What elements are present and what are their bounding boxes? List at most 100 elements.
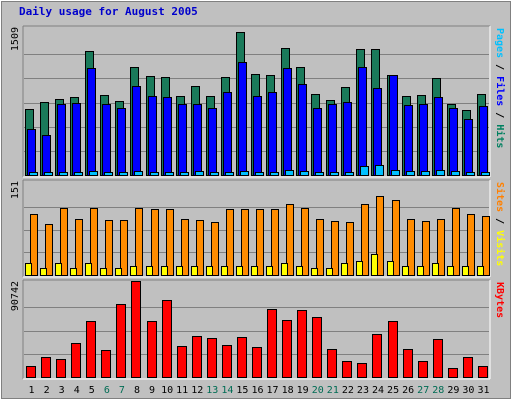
day-label-8: 8 <box>134 385 140 396</box>
bar-kbytes-day-10 <box>162 300 172 378</box>
side-label-kbytes: KBytes <box>494 282 505 318</box>
day-label-16: 16 <box>251 385 263 396</box>
day-label-5: 5 <box>89 385 95 396</box>
bar-files-day-27 <box>419 104 428 176</box>
bar-pages-day-3 <box>59 172 68 176</box>
bar-files-day-25 <box>389 75 398 176</box>
bar-files-day-15 <box>238 62 247 176</box>
bar-files-day-26 <box>404 105 413 176</box>
side-label-part: Sites <box>494 182 506 212</box>
bar-pages-day-13 <box>210 172 219 176</box>
bar-kbytes-day-27 <box>418 361 428 378</box>
bar-visits-day-31 <box>482 216 490 276</box>
bar-pages-day-16 <box>255 172 264 176</box>
side-label-part: / <box>494 58 505 76</box>
bar-kbytes-day-11 <box>177 346 187 378</box>
side-label-visits: Sites / Visits <box>494 182 506 266</box>
bar-sites-day-4 <box>70 268 77 276</box>
side-label-part: / <box>494 212 505 230</box>
bar-kbytes-day-13 <box>207 338 217 378</box>
bar-visits-day-4 <box>75 219 83 276</box>
side-label-part: Files <box>494 76 506 106</box>
bar-pages-day-15 <box>240 171 249 176</box>
bar-files-day-21 <box>328 104 337 176</box>
bar-files-day-30 <box>464 119 473 176</box>
bar-files-day-13 <box>208 108 217 176</box>
bar-visits-day-3 <box>60 208 68 276</box>
bar-sites-day-16 <box>251 266 258 276</box>
side-label-part: / <box>494 106 505 124</box>
bar-visits-day-9 <box>151 209 159 276</box>
bar-sites-day-22 <box>341 263 348 276</box>
chart-title: Daily usage for August 2005 <box>19 5 198 18</box>
bar-visits-day-11 <box>181 219 189 276</box>
bar-pages-day-29 <box>451 171 460 176</box>
day-label-17: 17 <box>267 385 279 396</box>
bar-kbytes-day-15 <box>237 337 247 378</box>
bar-kbytes-day-23 <box>357 363 367 378</box>
bar-sites-day-1 <box>25 263 32 276</box>
bar-sites-day-14 <box>221 266 228 276</box>
bar-visits-day-18 <box>286 204 294 276</box>
bar-visits-day-7 <box>120 220 128 276</box>
bar-sites-day-24 <box>371 254 378 276</box>
bar-kbytes-day-16 <box>252 347 262 378</box>
bar-pages-day-9 <box>150 172 159 176</box>
bar-sites-day-25 <box>387 261 394 276</box>
bar-kbytes-day-26 <box>403 349 413 378</box>
bar-sites-day-5 <box>85 263 92 276</box>
bar-sites-day-18 <box>281 263 288 276</box>
bar-pages-day-14 <box>225 172 234 176</box>
bar-pages-day-30 <box>466 172 475 176</box>
panel-visits: 151 Sites / Visits <box>10 179 506 278</box>
day-label-22: 22 <box>342 385 354 396</box>
bar-kbytes-day-31 <box>478 366 488 378</box>
bar-sites-day-10 <box>161 266 168 276</box>
day-label-11: 11 <box>176 385 188 396</box>
bar-files-day-22 <box>343 102 352 176</box>
bar-kbytes-day-25 <box>388 321 398 378</box>
bar-pages-day-24 <box>375 165 384 176</box>
day-label-12: 12 <box>191 385 203 396</box>
bar-files-day-20 <box>313 108 322 176</box>
day-label-31: 31 <box>477 385 489 396</box>
series-pages <box>29 165 490 176</box>
bar-kbytes-day-21 <box>327 349 337 378</box>
bar-kbytes-day-7 <box>116 304 126 378</box>
bar-sites-day-7 <box>115 268 122 276</box>
day-label-1: 1 <box>29 385 35 396</box>
bar-pages-day-20 <box>315 172 324 176</box>
bar-pages-day-25 <box>391 170 400 176</box>
bar-kbytes-day-29 <box>448 368 458 378</box>
side-label-part: Visits <box>494 230 506 266</box>
bar-kbytes-day-30 <box>463 357 473 378</box>
series-kbytes <box>26 281 488 378</box>
day-label-25: 25 <box>387 385 399 396</box>
bar-visits-day-6 <box>105 220 113 276</box>
day-label-29: 29 <box>447 385 459 396</box>
bar-files-day-28 <box>434 97 443 176</box>
bar-visits-day-29 <box>452 208 460 276</box>
bar-pages-day-8 <box>134 171 143 176</box>
bar-pages-day-28 <box>436 170 445 176</box>
bar-kbytes-day-24 <box>372 334 382 378</box>
bar-files-day-14 <box>223 92 232 176</box>
bar-pages-day-22 <box>345 172 354 176</box>
day-label-13: 13 <box>206 385 218 396</box>
bar-kbytes-day-6 <box>101 350 111 378</box>
bar-files-day-4 <box>72 103 81 176</box>
day-label-6: 6 <box>104 385 110 396</box>
bar-files-day-3 <box>57 104 66 176</box>
side-label-part: KBytes <box>494 282 505 318</box>
bar-pages-day-19 <box>300 171 309 176</box>
bar-sites-day-13 <box>206 266 213 276</box>
day-label-15: 15 <box>236 385 248 396</box>
bar-visits-day-21 <box>331 221 339 276</box>
bar-pages-day-2 <box>44 172 53 176</box>
bar-files-day-12 <box>193 104 202 176</box>
bar-files-day-2 <box>42 135 51 176</box>
ymax-label-visits: 151 <box>10 181 21 199</box>
side-label-part: Pages <box>494 28 505 58</box>
